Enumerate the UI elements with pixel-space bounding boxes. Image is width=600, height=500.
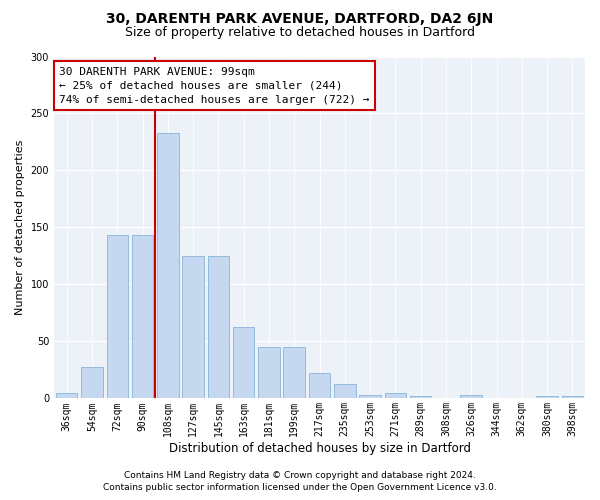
Bar <box>182 256 204 398</box>
Bar <box>359 395 381 398</box>
Bar <box>562 396 583 398</box>
Bar <box>258 347 280 399</box>
Bar <box>385 392 406 398</box>
X-axis label: Distribution of detached houses by size in Dartford: Distribution of detached houses by size … <box>169 442 470 455</box>
Bar <box>157 133 179 398</box>
Bar <box>132 236 153 398</box>
Bar <box>283 347 305 399</box>
Bar <box>208 256 229 398</box>
Bar <box>460 395 482 398</box>
Bar <box>536 396 558 398</box>
Text: 30 DARENTH PARK AVENUE: 99sqm
← 25% of detached houses are smaller (244)
74% of : 30 DARENTH PARK AVENUE: 99sqm ← 25% of d… <box>59 67 370 105</box>
Bar <box>334 384 356 398</box>
Text: Contains HM Land Registry data © Crown copyright and database right 2024.
Contai: Contains HM Land Registry data © Crown c… <box>103 471 497 492</box>
Bar <box>107 236 128 398</box>
Bar <box>81 366 103 398</box>
Text: Size of property relative to detached houses in Dartford: Size of property relative to detached ho… <box>125 26 475 39</box>
Y-axis label: Number of detached properties: Number of detached properties <box>15 140 25 315</box>
Text: 30, DARENTH PARK AVENUE, DARTFORD, DA2 6JN: 30, DARENTH PARK AVENUE, DARTFORD, DA2 6… <box>106 12 494 26</box>
Bar <box>233 326 254 398</box>
Bar <box>410 396 431 398</box>
Bar <box>56 392 77 398</box>
Bar <box>309 374 330 398</box>
